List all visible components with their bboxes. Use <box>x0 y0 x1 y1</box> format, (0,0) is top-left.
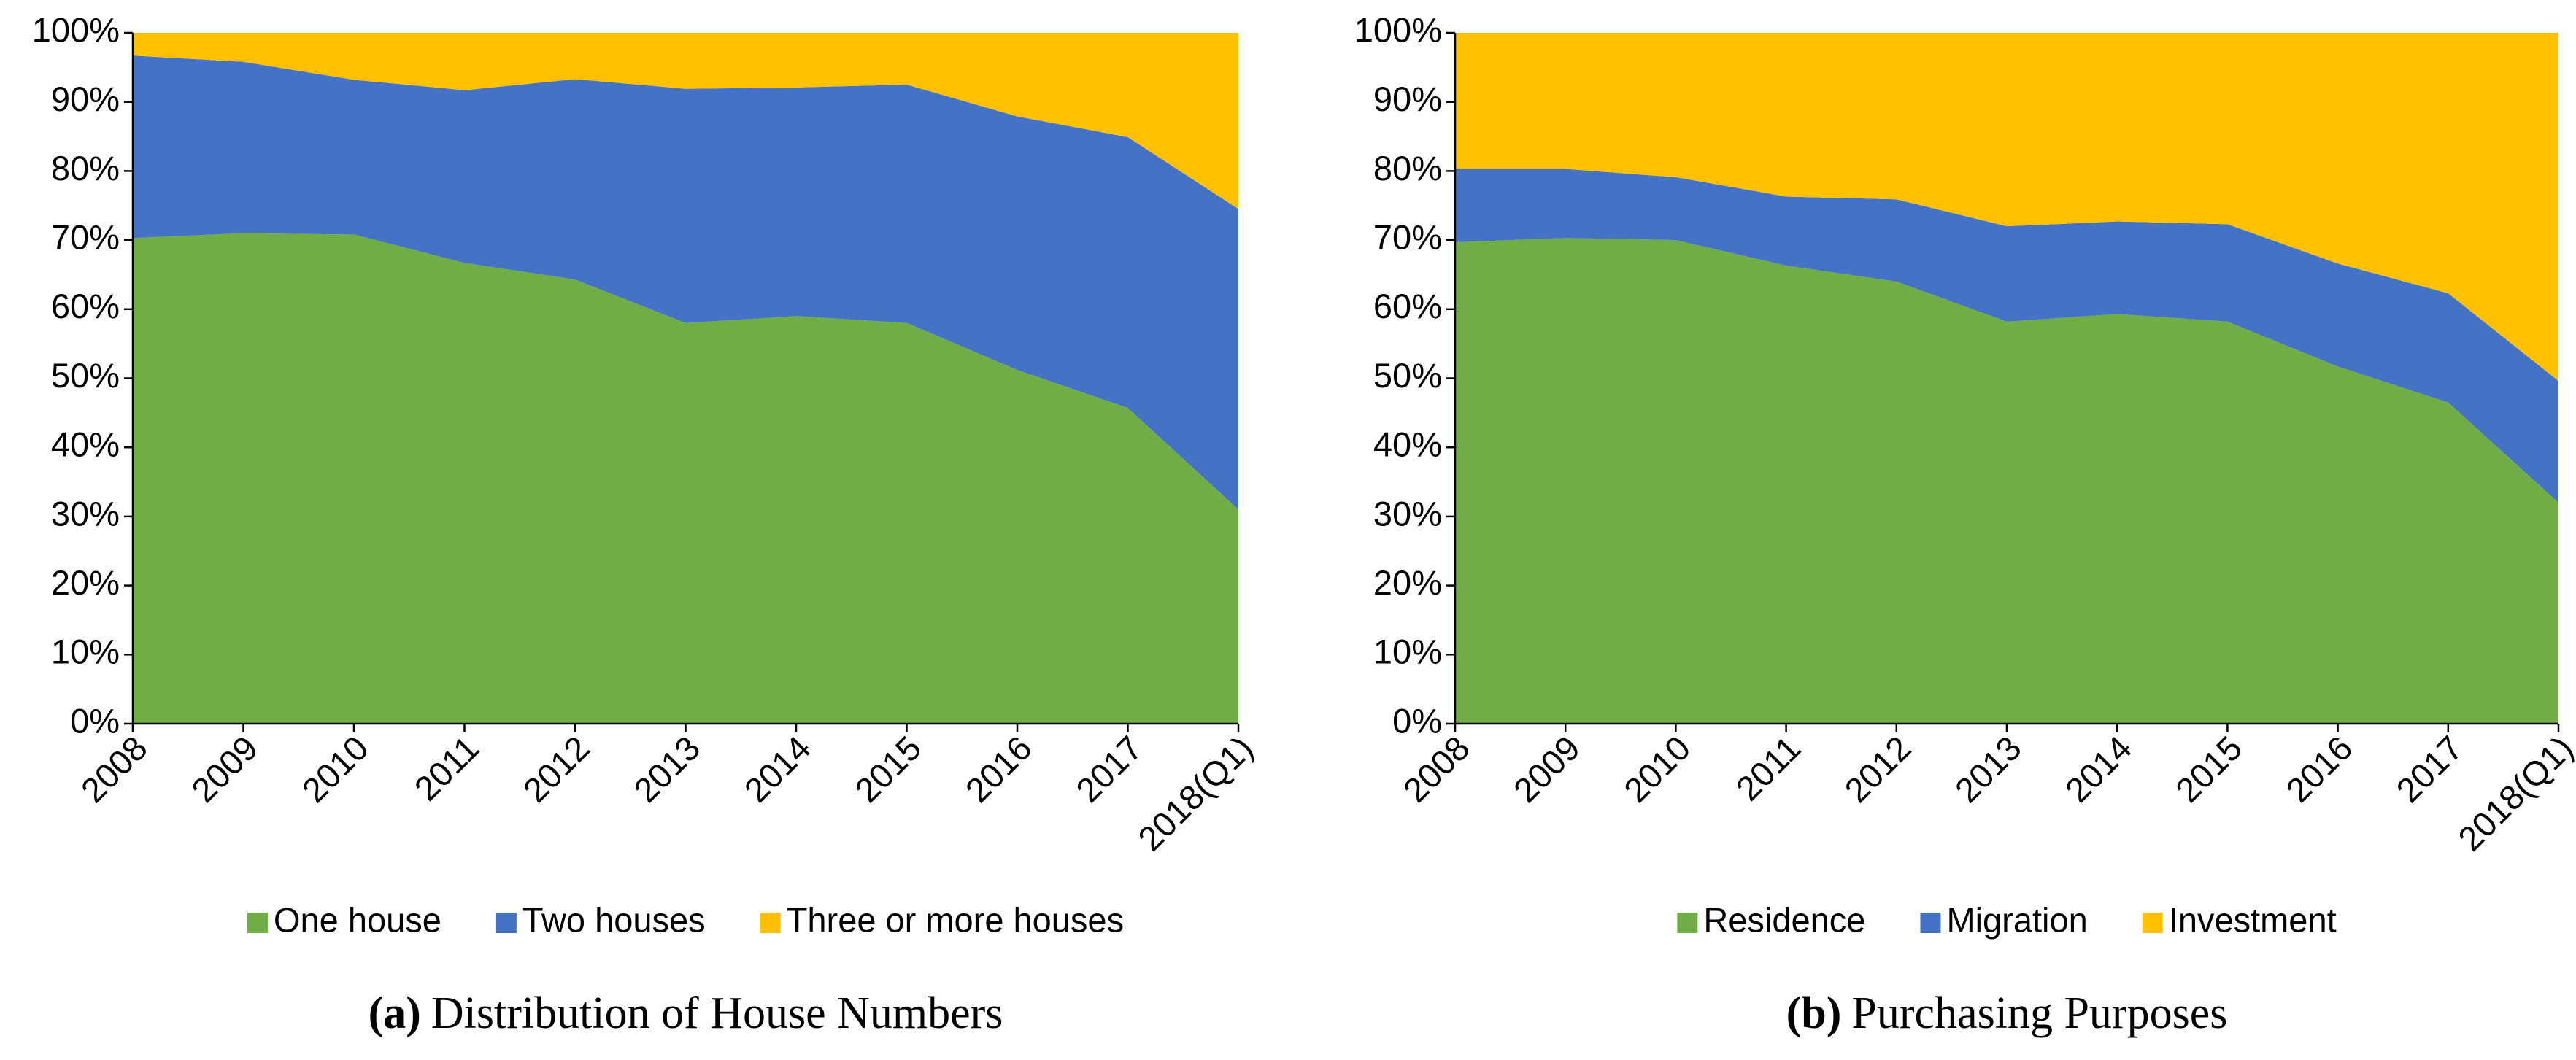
legend-swatch <box>1920 913 1941 933</box>
legend-label: Residence <box>1703 900 1865 939</box>
x-tick-label: 2011 <box>406 728 486 808</box>
caption: (b) Purchasing Purposes <box>1786 989 2228 1038</box>
x-tick-label: 2010 <box>294 728 375 809</box>
y-tick-label: 30% <box>1373 494 1442 533</box>
y-tick-label: 50% <box>51 356 120 395</box>
y-tick-label: 0% <box>70 701 120 740</box>
y-tick-label: 90% <box>51 80 120 118</box>
x-tick-label: 2016 <box>2278 728 2359 809</box>
x-tick-label: 2012 <box>1837 728 1918 809</box>
x-tick-label: 2008 <box>1395 728 1476 809</box>
caption-text: Distribution of House Numbers <box>431 989 1003 1038</box>
legend-label: Three or more houses <box>787 900 1124 939</box>
legend: One house Two houses Three or more houses <box>247 900 1124 939</box>
x-tick-label: 2015 <box>2168 728 2249 809</box>
y-tick-label: 60% <box>51 287 120 325</box>
legend: Residence Migration Investment <box>1677 900 2337 939</box>
area <box>1455 33 2558 382</box>
y-tick-label: 10% <box>1373 632 1442 671</box>
area <box>133 33 1238 209</box>
area <box>133 233 1238 724</box>
x-tick-label: 2013 <box>626 728 707 809</box>
x-tick-label: 2009 <box>1506 728 1587 809</box>
x-tick-label: 2011 <box>1729 728 1808 808</box>
y-tick-label: 100% <box>1354 10 1442 49</box>
x-tick-label: 2016 <box>957 728 1038 809</box>
y-tick-label: 70% <box>51 218 120 257</box>
x-tick-label: 2008 <box>73 728 154 809</box>
area <box>1455 169 2558 503</box>
y-tick-label: 20% <box>1373 563 1442 602</box>
y-tick-label: 100% <box>32 10 120 49</box>
x-tick-label: 2015 <box>847 728 928 809</box>
y-tick-label: 80% <box>1373 149 1442 187</box>
y-tick-label: 50% <box>1373 356 1442 395</box>
x-tick-label: 2013 <box>1947 728 2028 809</box>
area <box>133 55 1238 510</box>
y-tick-label: 70% <box>1373 218 1442 257</box>
legend-swatch <box>495 913 517 933</box>
y-tick-label: 30% <box>51 494 120 533</box>
y-tick-label: 0% <box>1392 701 1442 740</box>
caption: (a) Distribution of House Numbers <box>369 989 1003 1038</box>
x-tick-label: 2014 <box>736 728 817 809</box>
caption-label: (b) <box>1786 989 1842 1038</box>
x-tick-label: 2017 <box>2388 728 2469 809</box>
legend-label: Two houses <box>522 900 706 939</box>
caption-label: (a) <box>369 989 421 1038</box>
y-tick-label: 80% <box>51 149 120 187</box>
y-tick-label: 40% <box>51 425 120 464</box>
x-tick-label: 2010 <box>1616 728 1697 809</box>
legend-label: Investment <box>2169 900 2337 939</box>
y-tick-label: 40% <box>1373 425 1442 464</box>
legend-swatch <box>1677 913 1698 933</box>
x-tick-label: 2018(Q1) <box>1130 728 1260 858</box>
area <box>1455 238 2558 724</box>
legend-label: One house <box>274 900 441 939</box>
x-tick-label: 2012 <box>515 728 596 809</box>
x-tick-label: 2009 <box>184 728 265 809</box>
legend-swatch <box>760 913 781 933</box>
x-tick-label: 2017 <box>1068 728 1149 809</box>
legend-swatch <box>2142 913 2163 933</box>
y-tick-label: 90% <box>1373 80 1442 118</box>
y-tick-label: 20% <box>51 563 120 602</box>
legend-label: Migration <box>1946 900 2087 939</box>
y-tick-label: 60% <box>1373 287 1442 325</box>
x-tick-label: 2018(Q1) <box>2450 728 2576 858</box>
legend-swatch <box>247 913 268 933</box>
y-tick-label: 10% <box>51 632 120 671</box>
caption-text: Purchasing Purposes <box>1851 989 2227 1038</box>
x-tick-label: 2014 <box>2058 728 2139 809</box>
